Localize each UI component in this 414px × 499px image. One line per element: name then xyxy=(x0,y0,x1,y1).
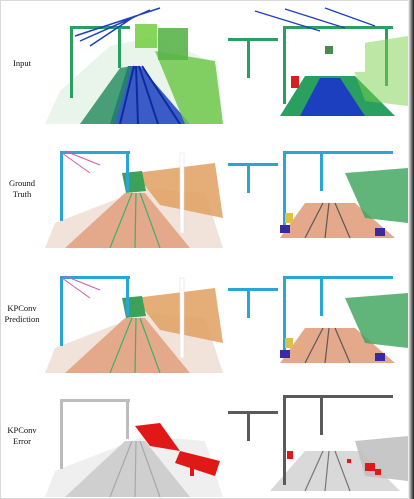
row-kpconv-prediction: KPConv Prediction xyxy=(0,250,414,375)
row-label-input: Input xyxy=(13,58,31,68)
row-label-kpconv-prediction: KPConv Prediction xyxy=(4,303,40,324)
gt-right-panel xyxy=(225,133,408,248)
row-kpconv-error: KPConv Error xyxy=(0,375,414,499)
row-ground-truth: Ground Truth xyxy=(0,125,414,250)
error-right-panel xyxy=(225,381,408,497)
row-label-ground-truth: Ground Truth xyxy=(9,178,35,199)
right-edge-shadow xyxy=(408,0,414,499)
gt-left-panel xyxy=(40,133,223,248)
pred-left-panel xyxy=(40,258,223,373)
row-input: Input xyxy=(0,0,414,125)
error-left-panel xyxy=(40,381,223,497)
pred-right-panel xyxy=(225,258,408,373)
input-left-panel xyxy=(40,6,223,124)
input-right-panel xyxy=(225,6,408,124)
row-label-kpconv-error: KPConv Error xyxy=(7,425,37,446)
